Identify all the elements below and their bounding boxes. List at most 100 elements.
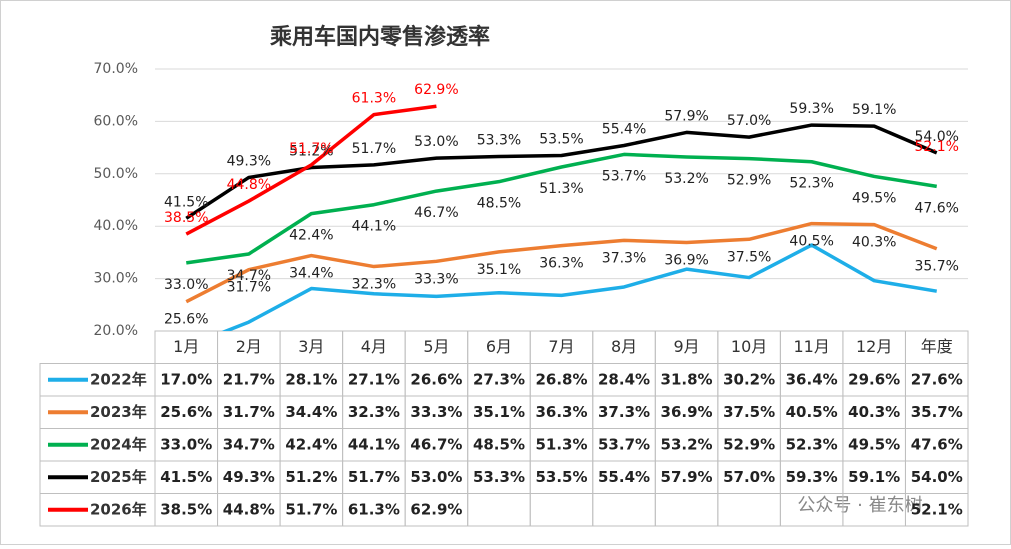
table-value: 17.0% (160, 370, 212, 388)
table-value: 21.7% (223, 370, 275, 388)
table-value: 36.3% (535, 403, 587, 421)
table-value: 61.3% (348, 500, 400, 518)
table-value: 31.8% (661, 370, 713, 388)
data-label: 51.3% (539, 181, 583, 197)
table-value: 35.7% (911, 403, 963, 421)
data-label: 54.0% (914, 129, 958, 145)
table-value: 54.0% (911, 468, 963, 486)
data-label: 59.1% (852, 102, 896, 118)
table-value: 53.2% (661, 435, 713, 453)
table-value: 33.0% (160, 435, 212, 453)
data-label: 34.4% (289, 266, 333, 282)
y-tick-label: 60.0% (94, 113, 138, 129)
table-value: 46.7% (410, 435, 462, 453)
x-tick-label: 1月 (173, 337, 199, 356)
data-label: 59.3% (789, 101, 833, 117)
table-value: 59.1% (848, 468, 900, 486)
table-value: 32.3% (348, 403, 400, 421)
data-label: 33.0% (164, 277, 208, 293)
data-label: 35.7% (914, 259, 958, 275)
table-value: 53.0% (410, 468, 462, 486)
watermark: 公众号 · 崔东树 (797, 495, 922, 516)
data-label: 33.3% (414, 271, 458, 287)
table-value: 26.6% (410, 370, 462, 388)
x-tick-label: 5月 (423, 337, 449, 356)
legend-label: 2025年 (90, 468, 147, 486)
data-label: 36.3% (539, 256, 583, 272)
data-label: 53.5% (539, 131, 583, 147)
data-label: 53.2% (664, 171, 708, 187)
data-label: 40.5% (789, 234, 833, 250)
legend-label: 2026年 (90, 500, 147, 518)
table-value: 31.7% (223, 403, 275, 421)
table-value: 44.8% (223, 500, 275, 518)
table-value: 52.1% (911, 500, 963, 518)
data-label: 44.8% (227, 177, 271, 193)
series-line (186, 152, 938, 265)
table-value: 28.4% (598, 370, 650, 388)
data-label: 51.7% (352, 141, 396, 157)
table-value: 37.5% (723, 403, 775, 421)
x-tick-label: 4月 (361, 337, 387, 356)
table-value: 34.7% (223, 435, 275, 453)
table-value: 53.7% (598, 435, 650, 453)
table-value: 37.3% (598, 403, 650, 421)
data-label: 37.5% (727, 249, 771, 265)
y-tick-label: 70.0% (94, 61, 138, 77)
chart-title: 乘用车国内零售渗透率 (269, 24, 490, 50)
data-label: 57.9% (664, 108, 708, 124)
data-label: 51.2% (289, 144, 333, 160)
table-value: 30.2% (723, 370, 775, 388)
table-value: 51.7% (285, 500, 337, 518)
table-value: 33.3% (410, 403, 462, 421)
data-label: 52.3% (789, 176, 833, 192)
data-label: 34.7% (227, 268, 271, 284)
table-value: 40.3% (848, 403, 900, 421)
table-value: 41.5% (160, 468, 212, 486)
x-tick-label: 年度 (921, 337, 953, 356)
table-value: 27.6% (911, 370, 963, 388)
table-value: 55.4% (598, 468, 650, 486)
data-label: 42.4% (289, 228, 333, 244)
x-tick-label: 12月 (856, 337, 892, 356)
data-label: 49.3% (227, 153, 271, 169)
data-label: 44.1% (352, 219, 396, 235)
legend-label: 2024年 (90, 435, 147, 453)
data-label: 48.5% (477, 196, 521, 212)
data-label: 57.0% (727, 113, 771, 129)
data-label: 46.7% (414, 205, 458, 221)
data-label: 53.7% (602, 168, 646, 184)
table-value: 52.3% (786, 435, 838, 453)
data-label: 41.5% (164, 194, 208, 210)
table-value: 51.2% (285, 468, 337, 486)
x-tick-label: 9月 (673, 337, 699, 356)
data-label: 25.6% (164, 312, 208, 328)
table-value: 51.7% (348, 468, 400, 486)
y-tick-label: 50.0% (94, 166, 138, 182)
x-tick-label: 2月 (236, 337, 262, 356)
table-value: 28.1% (285, 370, 337, 388)
data-label: 61.3% (352, 91, 396, 107)
data-label: 40.3% (852, 235, 896, 251)
data-label: 31.7% (227, 280, 271, 296)
x-tick-label: 8月 (611, 337, 637, 356)
data-label: 35.1% (477, 262, 521, 278)
data-label: 38.5% (164, 210, 208, 226)
x-tick-label: 10月 (731, 337, 767, 356)
y-tick-label: 30.0% (94, 271, 138, 287)
legend-label: 2023年 (90, 403, 147, 421)
table-value: 40.5% (786, 403, 838, 421)
table-value: 26.8% (535, 370, 587, 388)
data-label: 32.3% (352, 277, 396, 293)
table-value: 42.4% (285, 435, 337, 453)
x-tick-label: 7月 (548, 337, 574, 356)
data-label: 53.3% (477, 133, 521, 149)
table-value: 52.9% (723, 435, 775, 453)
table-value: 48.5% (473, 435, 525, 453)
table-value: 35.1% (473, 403, 525, 421)
data-label: 55.4% (602, 122, 646, 138)
table-value: 47.6% (911, 435, 963, 453)
data-label: 47.6% (914, 200, 958, 216)
